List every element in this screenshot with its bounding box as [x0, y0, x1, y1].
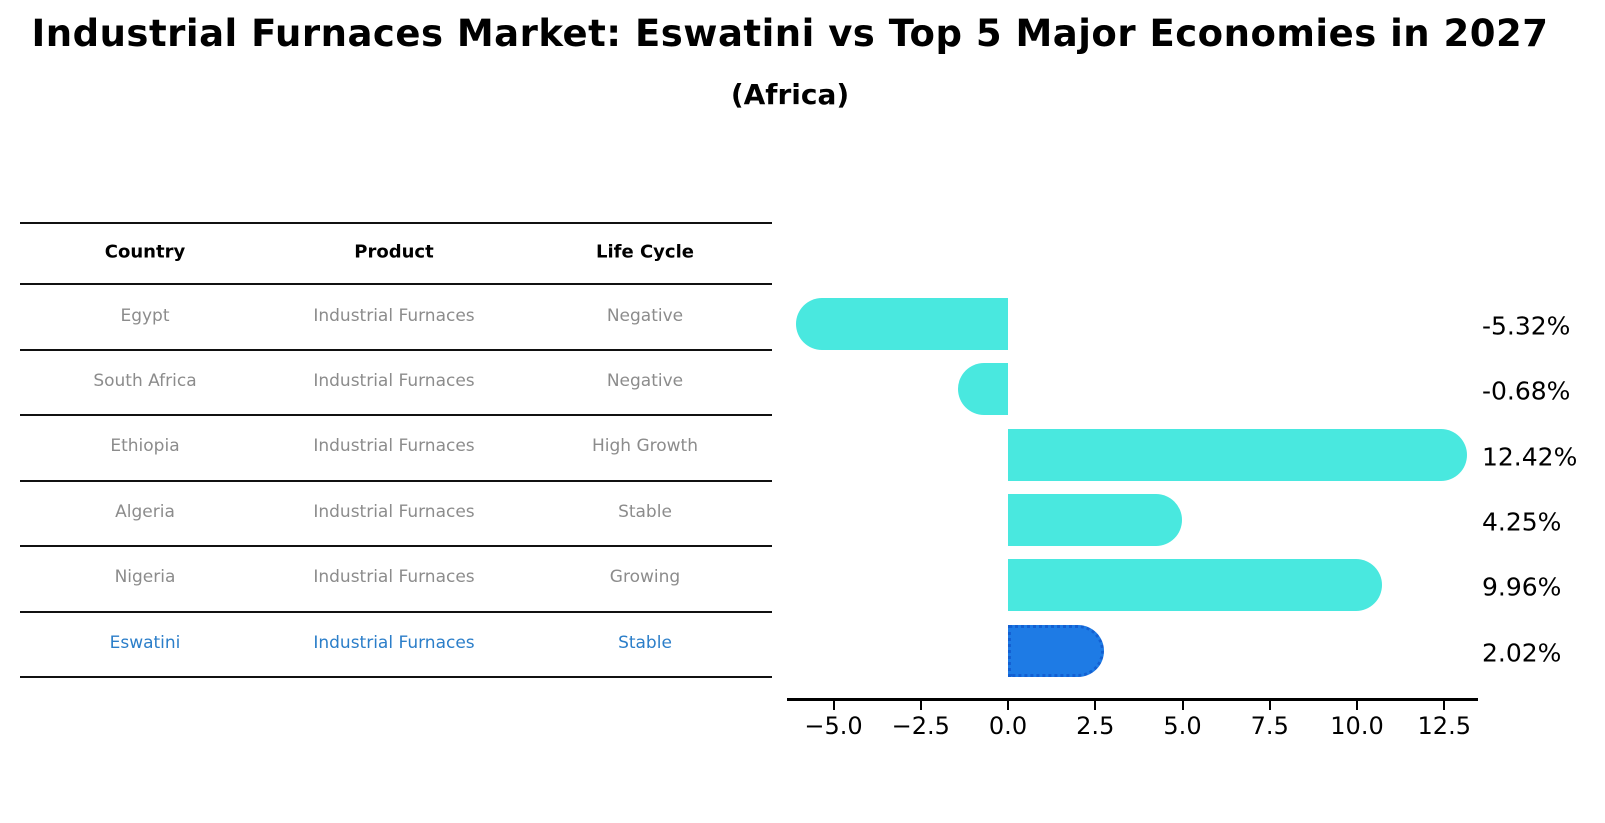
x-tick-label: 7.5 [1250, 712, 1289, 740]
cell-country: South Africa [93, 371, 197, 391]
value-label: 2.02% [1482, 638, 1562, 667]
cell-life-cycle: Negative [606, 306, 684, 326]
bar-egypt [796, 298, 1008, 350]
x-tick-label: 0.0 [988, 712, 1028, 740]
cell-product: Industrial Furnaces [313, 567, 475, 587]
value-label: 4.25% [1482, 507, 1562, 537]
table-row: Ethiopia Industrial Furnaces High Growth [20, 436, 772, 456]
table-row: South Africa Industrial Furnaces Negativ… [20, 371, 772, 391]
value-label: -5.32% [1482, 311, 1571, 341]
table-row: Algeria Industrial Furnaces Stable [20, 502, 772, 522]
x-tick-mark [1094, 700, 1097, 710]
cell-life-cycle: Stable [618, 502, 672, 522]
page-title: Industrial Furnaces Market: Eswatini vs … [31, 12, 1549, 55]
bar-algeria [1008, 493, 1183, 546]
table-row: Nigeria Industrial Furnaces Growing [20, 567, 772, 587]
x-tick-label: 10.0 [1330, 712, 1384, 740]
bar-nigeria [1008, 559, 1382, 612]
x-tick-label: −5.0 [804, 712, 863, 740]
table-bottom-border [20, 676, 772, 678]
value-label: 9.96% [1482, 572, 1562, 602]
cell-life-cycle: Stable [618, 633, 672, 653]
table-header-border [20, 283, 772, 285]
table-divider [20, 349, 772, 351]
cell-country: Ethiopia [110, 436, 180, 456]
table-divider [20, 545, 772, 547]
x-tick-mark [1007, 700, 1009, 710]
bar-ethiopia [1008, 428, 1468, 481]
bar-eswatini-highlighted [1008, 624, 1105, 677]
value-label: 12.42% [1482, 442, 1578, 472]
cell-country: Eswatini [109, 633, 181, 653]
x-tick-label: 12.5 [1417, 712, 1471, 740]
table-divider [20, 611, 772, 613]
table-row-eswatini-highlighted: Eswatini Industrial Furnaces Stable [20, 633, 772, 653]
cell-product: Industrial Furnaces [313, 306, 475, 326]
x-tick-mark [1443, 700, 1446, 710]
cell-product: Industrial Furnaces [313, 436, 475, 456]
table-header-row: Country Product Life Cycle [20, 242, 772, 263]
column-header-country: Country [104, 241, 186, 263]
cell-life-cycle: High Growth [591, 436, 698, 456]
x-tick-label: 5.0 [1163, 712, 1202, 740]
x-tick-label: −2.5 [891, 712, 950, 740]
x-tick-mark [1268, 700, 1271, 710]
column-header-life-cycle: Life Cycle [596, 241, 694, 263]
cell-life-cycle: Negative [606, 371, 684, 391]
table-row: Egypt Industrial Furnaces Negative [20, 306, 772, 326]
x-tick-mark [919, 700, 922, 710]
table-top-border [20, 222, 772, 224]
column-header-product: Product [354, 241, 434, 263]
x-tick-mark [1181, 700, 1184, 710]
value-label: -0.68% [1482, 376, 1571, 406]
x-tick-mark [1356, 700, 1358, 710]
x-axis-line [787, 698, 1478, 701]
table-divider [20, 480, 772, 482]
cell-country: Algeria [115, 502, 175, 522]
cell-country: Egypt [120, 306, 170, 326]
cell-product: Industrial Furnaces [313, 633, 475, 653]
x-tick-label: 2.5 [1076, 712, 1115, 740]
bar-south-africa [958, 363, 1008, 416]
cell-life-cycle: Growing [609, 567, 681, 587]
cell-country: Nigeria [114, 567, 176, 587]
cell-product: Industrial Furnaces [313, 502, 475, 522]
page-subtitle: (Africa) [730, 78, 850, 111]
x-tick-mark [832, 700, 835, 710]
cell-product: Industrial Furnaces [313, 371, 475, 391]
table-divider [20, 414, 772, 416]
